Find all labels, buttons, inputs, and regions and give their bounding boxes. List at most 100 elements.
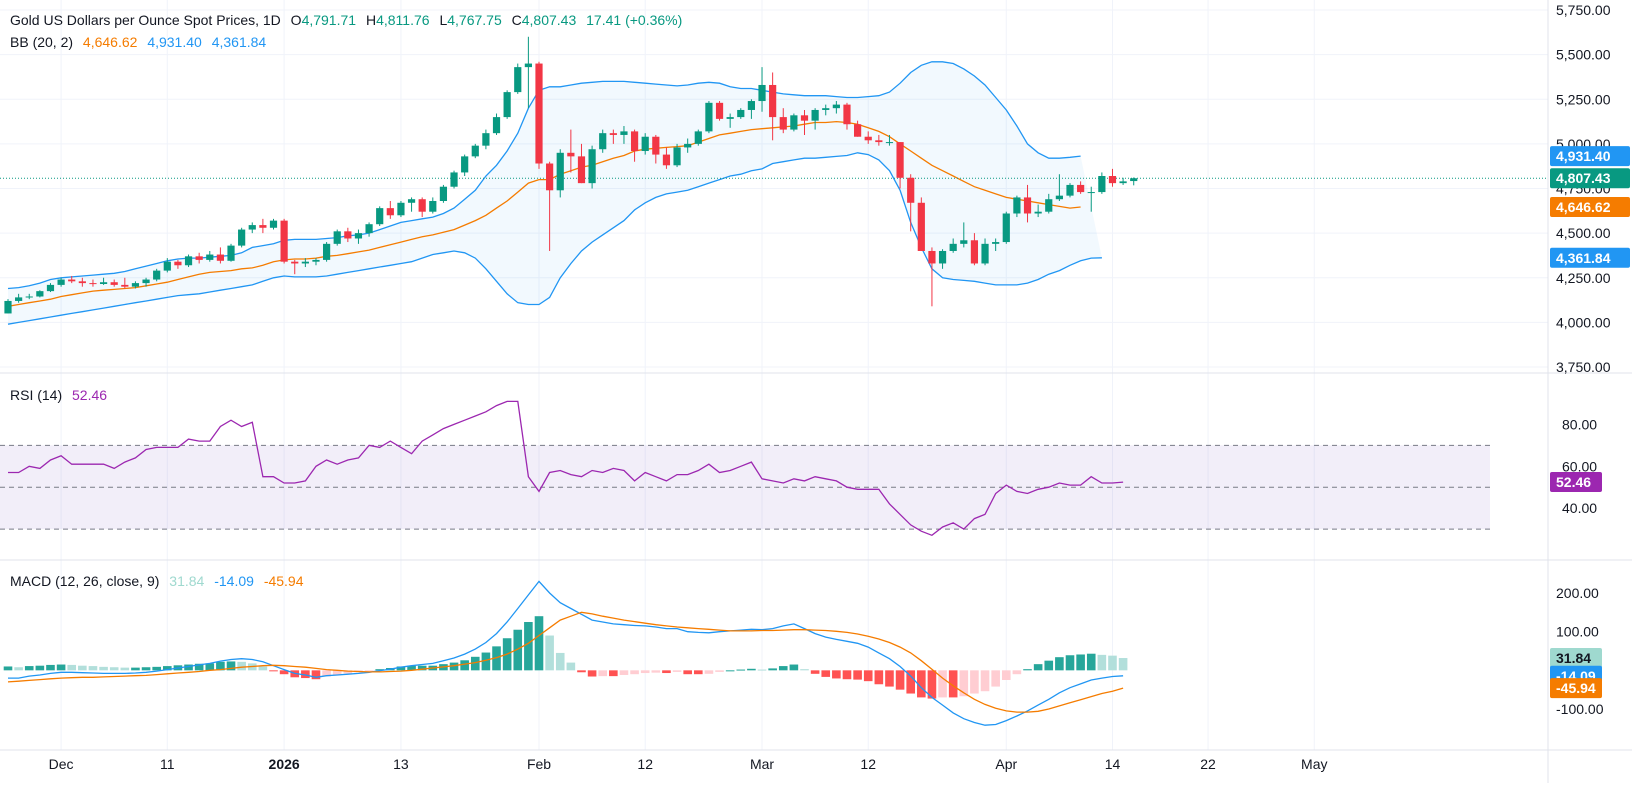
candle-body	[1023, 197, 1032, 214]
candle-body	[131, 283, 140, 287]
macd-hist-bar	[651, 670, 661, 673]
macd-hist-bar	[970, 670, 979, 694]
candle-body	[726, 117, 734, 119]
time-axis-label: Apr	[995, 756, 1017, 772]
rsi-legend[interactable]: RSI (14) 52.46	[10, 386, 107, 404]
macd-hist-bar	[895, 670, 905, 690]
candle-body	[471, 145, 479, 157]
candle-body	[620, 131, 628, 135]
macd-hist-bar	[131, 667, 140, 671]
candle-body	[492, 117, 501, 134]
macd-hist-bar	[237, 661, 246, 671]
macd-hist-bar	[46, 664, 55, 671]
macd-hist-bar	[301, 670, 310, 679]
candle-body	[949, 243, 957, 251]
macd-legend[interactable]: MACD (12, 26, close, 9) 31.84 -14.09 -45…	[10, 572, 304, 590]
bb-legend[interactable]: BB (20, 2) 4,646.62 4,931.40 4,361.84	[10, 33, 266, 51]
candle-body	[184, 256, 193, 266]
candle-body	[110, 282, 118, 285]
candle-body	[832, 104, 840, 109]
candle-body	[673, 147, 681, 166]
candle-body	[397, 202, 405, 216]
candle-body	[705, 102, 713, 132]
candle-body	[896, 142, 904, 178]
candle-body	[216, 254, 224, 261]
candle-body	[333, 231, 341, 244]
macd-hist-bar	[109, 667, 119, 671]
candle-body	[259, 225, 267, 228]
macd-hist-bar	[1076, 654, 1085, 671]
candle-body	[684, 143, 692, 148]
candle-body	[917, 202, 925, 251]
rsi-line	[8, 400, 1124, 537]
candle-body	[15, 297, 23, 301]
rsi-price-tag-label: 52.46	[1556, 474, 1591, 490]
macd-hist-bar	[375, 669, 384, 671]
macd-hist-bar	[67, 664, 77, 671]
macd-hist-bar	[980, 670, 990, 692]
candle-body	[1098, 176, 1106, 193]
bb-middle-value: 4,646.62	[82, 34, 138, 50]
candle-body	[280, 220, 288, 262]
price-tag-label: 4,646.62	[1556, 199, 1611, 215]
candle-body	[153, 270, 161, 280]
macd-hist-bar	[694, 670, 703, 675]
candle-body	[737, 109, 745, 118]
time-axis-label: 12	[637, 756, 653, 772]
bb-upper-value: 4,931.40	[147, 34, 202, 50]
close-label: C	[511, 12, 522, 28]
macd-hist-bar	[747, 668, 756, 671]
candle-body	[174, 261, 182, 266]
candle-body	[546, 163, 554, 191]
candle-body	[312, 259, 320, 262]
macd-hist-bar	[917, 670, 926, 698]
price-tag-label: 4,931.40	[1556, 148, 1611, 164]
candle-body	[630, 131, 639, 152]
candle-body	[354, 233, 363, 239]
time-axis-label: Mar	[750, 756, 774, 772]
macd-hist-bar	[481, 652, 491, 671]
macd-line-value: -14.09	[214, 573, 254, 589]
macd-hist-bar	[821, 670, 831, 677]
symbol-legend[interactable]: Gold US Dollars per Ounce Spot Prices, 1…	[10, 11, 682, 29]
macd-hist-bar	[120, 667, 130, 671]
macd-price-tag-label: -45.94	[1556, 680, 1596, 696]
candle-body	[524, 63, 532, 68]
candle-body	[238, 229, 246, 246]
candle-body	[418, 199, 426, 212]
candle-body	[599, 133, 607, 150]
candle-body	[1119, 181, 1127, 184]
candle-body	[747, 101, 755, 110]
price-axis-label: 5,500.00	[1556, 47, 1611, 63]
rsi-axis-label: 80.00	[1562, 416, 1597, 432]
macd-hist-bar	[258, 666, 268, 671]
macd-hist-bar	[269, 670, 278, 672]
price-axis-label: 3,750.00	[1556, 359, 1611, 375]
macd-hist-bar	[619, 670, 629, 675]
macd-hist-bar	[152, 666, 161, 671]
macd-hist-bar	[1086, 653, 1096, 671]
macd-hist-bar	[778, 666, 788, 671]
candle-body	[269, 220, 278, 228]
macd-hist-bar	[853, 670, 862, 680]
candle-body	[928, 250, 936, 264]
candle-body	[514, 67, 522, 93]
candle-body	[758, 84, 766, 102]
macd-hist-bar	[927, 670, 937, 699]
macd-hist-bar	[587, 670, 597, 677]
bb-lower-value: 4,361.84	[211, 34, 267, 50]
candle-body	[439, 186, 448, 201]
candle-body	[407, 199, 416, 203]
candle-body	[68, 279, 76, 282]
macd-hist-bar	[332, 670, 342, 675]
macd-hist-bar	[470, 656, 480, 671]
macd-hist-bar	[534, 616, 544, 671]
candle-body	[206, 254, 214, 260]
candle-body	[78, 281, 86, 284]
price-axis-label: 5,250.00	[1556, 91, 1611, 107]
price-tag	[1550, 247, 1630, 268]
candle-body	[694, 131, 702, 144]
candle-body	[1077, 184, 1085, 193]
candle-body	[907, 177, 915, 203]
